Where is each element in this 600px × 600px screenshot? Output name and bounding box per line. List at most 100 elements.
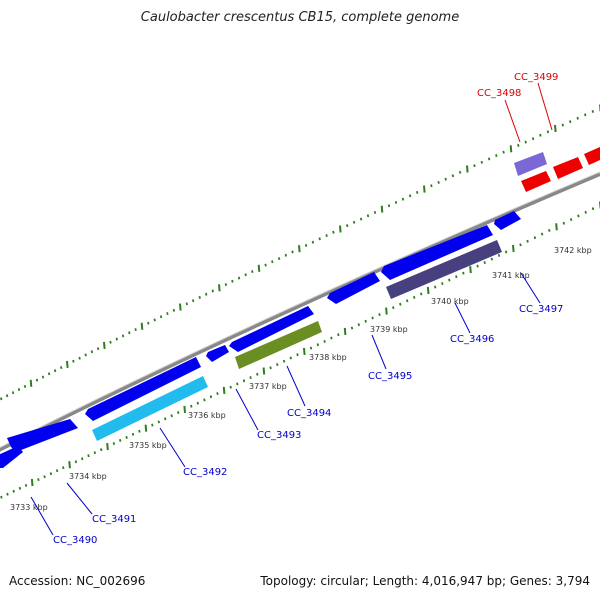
scale-tick [569, 218, 573, 222]
scale-tick [222, 386, 226, 394]
gene-arrow-red [521, 171, 551, 192]
scale-tick [190, 404, 193, 408]
scale-tick [81, 457, 84, 461]
scale-tick [309, 346, 313, 350]
scale-tick [87, 454, 90, 458]
gene-label-cc3491: CC_3491 [92, 514, 136, 525]
scale-tick [17, 388, 21, 392]
scale-tick [144, 424, 148, 432]
scale-tick [533, 236, 537, 240]
scale-tick [41, 375, 45, 379]
scale-tick [179, 303, 182, 311]
scale-tick [462, 271, 465, 275]
scale-tick [555, 223, 558, 231]
scale-tick [387, 204, 391, 208]
scale-tick [401, 197, 405, 201]
scale-tick [229, 385, 232, 389]
scale-tick [540, 232, 544, 236]
scale-tick [237, 276, 241, 280]
scale-tick [211, 289, 214, 293]
gene-arrow [229, 306, 314, 352]
scale-tick [284, 253, 287, 257]
gene-labels: CC_3490 CC_3491 CC_3492 CC_3493 CC_3494 … [53, 72, 563, 546]
scale-tick [109, 340, 112, 344]
scale-tick [90, 350, 94, 354]
label-leaders [30, 82, 553, 536]
scale-tick [490, 257, 493, 261]
scale-tick [185, 302, 188, 306]
scale-tick [205, 292, 208, 296]
genome-summary-text: Topology: circular; Length: 4,016,947 bp… [260, 574, 590, 588]
scale-tick [157, 420, 160, 424]
scale-tick [264, 263, 267, 267]
scale-tick [316, 343, 319, 347]
scale-tick [591, 207, 595, 211]
gene-arrow [85, 357, 201, 421]
scale-tick [183, 405, 186, 413]
top-right-genes [514, 147, 600, 192]
scale-tick [444, 177, 447, 181]
scale-tick [517, 143, 520, 147]
kbp-label: 3738 kbp [309, 353, 347, 362]
gene-arrow [7, 419, 78, 452]
gene-label-cc3493: CC_3493 [257, 430, 301, 441]
genome-title: Caulobacter crescentus CB15, complete ge… [140, 10, 460, 25]
gene-label-cc3490: CC_3490 [53, 535, 97, 546]
gene-arrow-olive [235, 321, 322, 369]
scale-tick [242, 379, 246, 383]
scale-tick [131, 432, 135, 436]
scale-tick [539, 133, 542, 137]
scale-tick [269, 366, 272, 370]
scale-tick [466, 165, 469, 173]
scale-tick [296, 353, 299, 357]
scale-tick [546, 130, 550, 134]
kbp-label: 3740 kbp [431, 297, 469, 306]
scale-tick [5, 394, 9, 398]
inner-tick-row [0, 201, 600, 499]
scale-tick [159, 315, 163, 319]
scale-tick [138, 429, 141, 433]
gene-arrow [206, 345, 229, 362]
scale-tick [531, 137, 535, 141]
scale-tick [289, 356, 292, 360]
scale-tick [196, 401, 199, 405]
scale-tick [218, 284, 221, 292]
scale-tick [277, 257, 281, 261]
gene-label-cc3497: CC_3497 [519, 304, 563, 315]
scale-tick [451, 174, 455, 178]
scale-tick [378, 313, 381, 317]
scale-tick [385, 307, 388, 315]
scale-tick [35, 378, 39, 382]
scale-tick [262, 367, 266, 375]
scale-tick [473, 164, 476, 168]
scale-tick [78, 356, 81, 360]
scale-tick [323, 339, 326, 343]
scale-tick [153, 318, 156, 322]
kbp-label: 3741 kbp [492, 271, 530, 280]
scale-tick [53, 369, 57, 373]
scale-tick [584, 113, 587, 117]
scale-tick [209, 395, 213, 399]
scale-tick [497, 253, 501, 257]
gene-arrow-red [553, 157, 583, 179]
scale-tick [224, 283, 228, 287]
scale-tick [526, 239, 529, 243]
scale-tick [373, 210, 377, 214]
scale-tick [119, 438, 122, 442]
gene-label-cc3492: CC_3492 [183, 467, 227, 478]
kbp-label: 3735 kbp [129, 441, 167, 450]
scale-tick [84, 353, 87, 357]
scale-tick [298, 245, 301, 253]
scale-tick [147, 321, 150, 325]
scale-tick [93, 451, 96, 455]
scale-tick [448, 278, 451, 282]
scale-tick [318, 237, 321, 241]
scale-tick [151, 423, 154, 427]
scale-tick [249, 376, 252, 380]
scale-tick [441, 282, 444, 286]
gene-arrow [494, 211, 521, 230]
scale-tick [408, 194, 412, 198]
scale-tick [406, 299, 409, 303]
scale-tick [434, 285, 437, 289]
scale-tick [554, 124, 557, 133]
